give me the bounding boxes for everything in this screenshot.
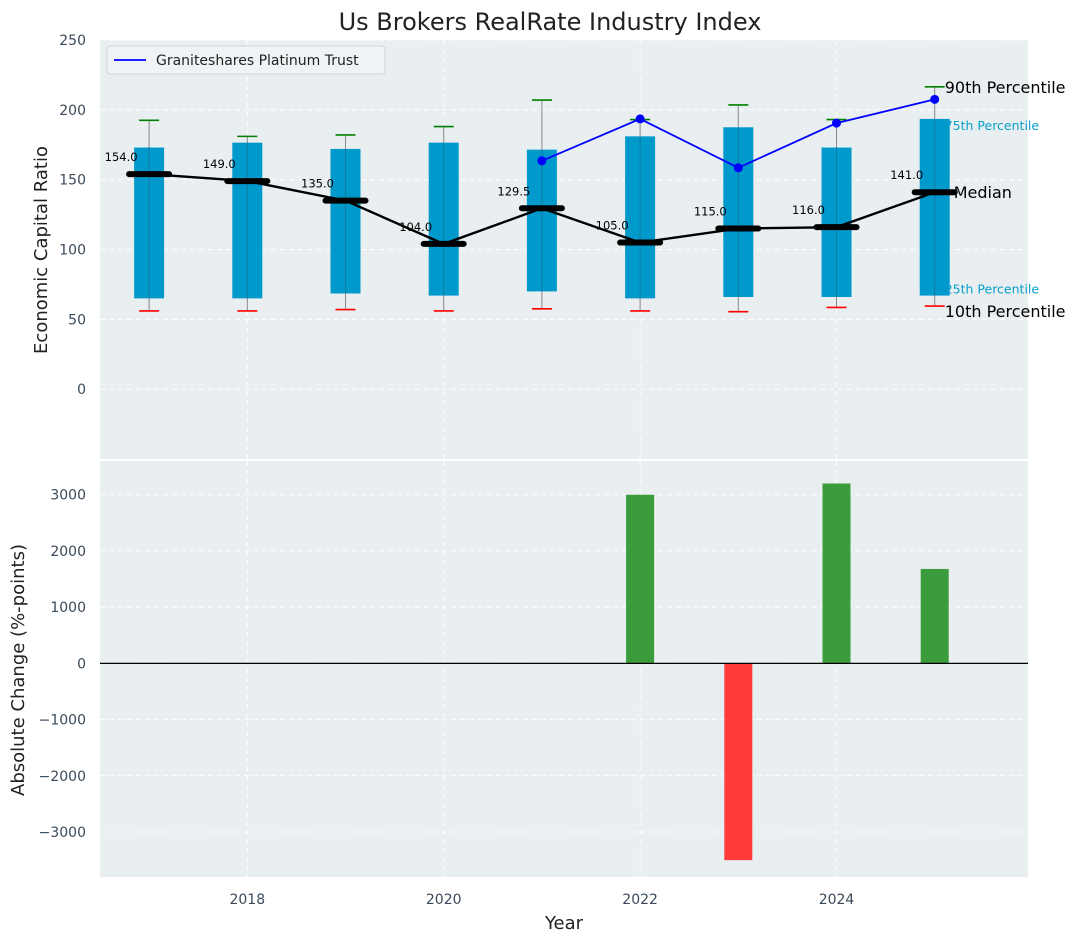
change-bar-2025 [920,568,949,664]
box-2020 [428,125,459,312]
box-2018 [232,135,263,312]
box-plot-boxes [134,85,950,313]
change-bar-2022 [626,494,655,664]
median-line [126,171,958,247]
median-value-label: 104.0 [399,220,432,234]
box-2019 [330,134,361,311]
percentile-side-labels: 90th Percentile 75th Percentile Median 25th… [945,78,1066,321]
trust-point [733,163,743,173]
trust-point [930,94,940,104]
x-tick-label: 2020 [426,892,462,908]
trust-line [537,94,940,173]
change-bar-y-axis-label: Absolute Change (%-points) [8,544,29,796]
median-value-label: 154.0 [105,150,138,164]
x-axis-label: Year [544,913,584,934]
box-2024 [821,118,852,309]
median-side-label: Median [954,183,1012,202]
legend-box [106,45,386,75]
box-2021 [526,99,557,310]
median-value-label: 105.0 [596,219,629,233]
box-plot-y-tick-label: 150 [59,173,86,189]
box-plot-y-axis-label: Economic Capital Ratio [31,146,52,354]
box-plot-y-tick-label: 0 [77,382,86,398]
box-plot-y-tick-label: 200 [59,103,86,119]
x-tick-label: 2024 [819,892,855,908]
box-2025 [919,85,950,307]
median-value-label: 116.0 [792,203,825,217]
x-tick-label: 2022 [622,892,658,908]
change-bar-x-ticks: 2018 2020 2022 2024 [229,892,854,908]
median-value-label: 135.0 [301,177,334,191]
change-bar-y-tick-label: 3000 [50,488,86,504]
box-plot-y-tick-label: 50 [68,312,86,328]
change-bar-panel: −3000 −2000 −1000 0 1000 2000 3000 2018 2020 202… [8,461,1028,934]
box-2022 [625,118,656,312]
legend-entry-trust: Graniteshares Platinum Trust [156,53,359,69]
change-bar-y-tick-label: 2000 [50,544,86,560]
p75-side-label: 75th Percentile [945,118,1040,133]
change-bar-y-ticks: −3000 −2000 −1000 0 1000 2000 3000 [39,488,86,841]
median-annotations: 154.0 149.0 135.0 104.0 129.5 105.0 115.0 116.0… [105,150,924,234]
x-tick-label: 2018 [229,892,265,908]
change-bar-y-tick-label: 1000 [50,600,86,616]
change-bar-y-tick-label: 0 [77,656,86,672]
p90-side-label: 90th Percentile [945,78,1066,97]
box-plot-y-ticks: 0 50 100 150 200 250 [59,33,86,398]
box-plot-y-tick-label: 250 [59,33,86,49]
trust-point [537,156,547,166]
change-bar-y-tick-label: −1000 [39,713,86,729]
change-bar-y-tick-label: −2000 [39,769,86,785]
box-plot-panel: 0 50 100 150 200 250 154.0 149.0 135.0 104.0 129.… [31,33,1066,459]
median-value-label: 149.0 [203,157,236,171]
box-2017 [134,119,165,312]
change-bar-2024 [822,483,851,664]
change-bar-background [100,461,1028,877]
change-bar-y-tick-label: −3000 [39,825,86,841]
p10-side-label: 10th Percentile [945,302,1066,321]
change-bar-grid [100,461,1028,877]
chart-title: Us Brokers RealRate Industry Index [339,8,762,36]
box-2023 [723,104,754,313]
legend: Graniteshares Platinum Trust [106,45,386,75]
trust-point [832,118,842,128]
median-value-label: 115.0 [694,205,727,219]
box-plot-y-tick-label: 100 [59,243,86,259]
p25-side-label: 25th Percentile [945,282,1040,297]
median-value-label: 129.5 [497,184,530,198]
change-bar-2023 [724,663,753,861]
change-bars [626,483,949,861]
median-value-label: 141.0 [890,168,923,182]
trust-point [635,114,645,124]
